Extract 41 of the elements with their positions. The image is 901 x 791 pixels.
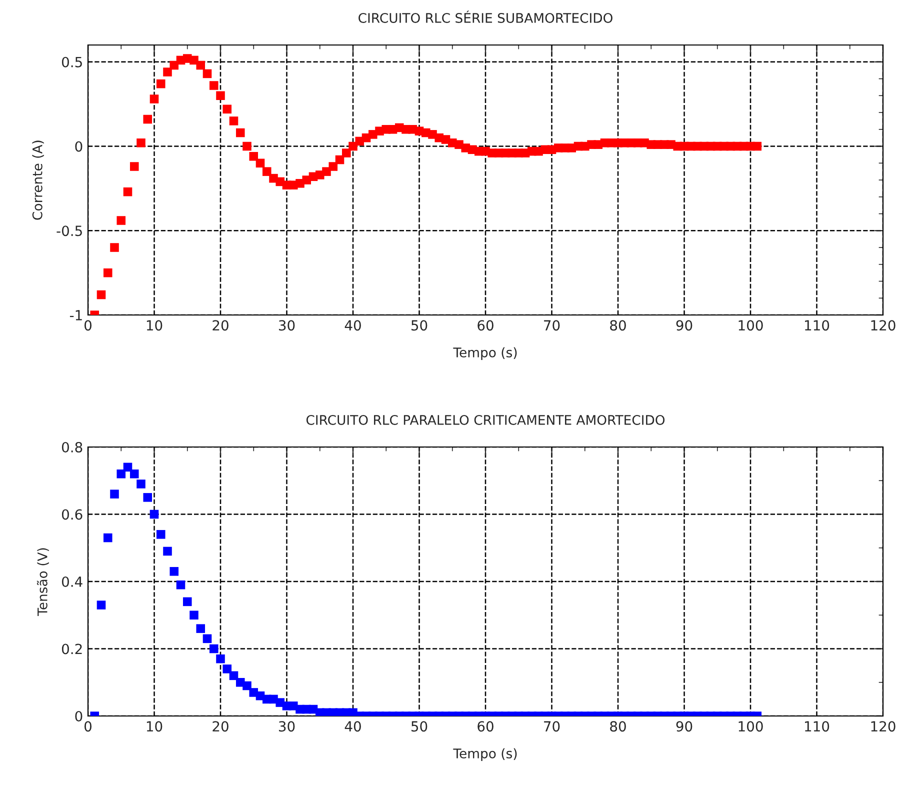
x-tick-label: 40 (344, 320, 361, 331)
x-tick-label: 90 (676, 721, 692, 732)
x-tick-label: 50 (411, 320, 428, 331)
x-tick-label: 120 (871, 320, 896, 331)
x-tick-label: 0 (84, 721, 92, 732)
x-tick-label: 80 (610, 721, 626, 732)
x-tick-label: 60 (478, 320, 494, 331)
x-tick-label: 110 (805, 320, 830, 331)
x-tick-label: 40 (344, 721, 361, 732)
x-tick-label: 100 (738, 721, 763, 732)
x-axis-title: Tempo (s) (453, 748, 517, 761)
x-tick-label: 50 (411, 721, 428, 732)
x-tick-label: 110 (805, 721, 830, 732)
x-tick-label: 10 (146, 320, 162, 331)
y-tick-label: 0.6 (62, 509, 82, 520)
y-tick-label: 0 (75, 710, 82, 722)
chart-title: CIRCUITO RLC SÉRIE SUBAMORTECIDO (358, 10, 612, 23)
x-tick-label: 20 (212, 721, 228, 732)
y-tick-label: 0.4 (62, 576, 82, 587)
y-tick-label: 0.8 (62, 442, 82, 452)
x-tick-label: 80 (610, 320, 626, 331)
x-tick-label: 70 (544, 320, 560, 331)
x-tick-label: 100 (738, 320, 763, 331)
y-axis-title: Corrente (A) (32, 140, 44, 220)
x-tick-label: 60 (478, 721, 494, 732)
x-tick-label: 10 (146, 721, 162, 732)
y-axis-title: Tensão (V) (36, 548, 49, 616)
y-tick-label: 0.5 (62, 56, 82, 68)
x-tick-label: 70 (544, 721, 560, 732)
x-tick-label: 30 (278, 721, 295, 732)
x-tick-label: 0 (84, 320, 92, 331)
chart-title: CIRCUITO RLC PARALELO CRITICAMENTE AMORTECIDO (306, 414, 665, 425)
y-tick-label: 0 (75, 141, 82, 152)
x-axis-title: Tempo (s) (453, 347, 517, 360)
x-tick-label: 90 (676, 320, 692, 331)
x-tick-label: 120 (871, 721, 896, 732)
x-tick-label: 20 (212, 320, 228, 331)
x-tick-label: 30 (278, 320, 295, 331)
y-tick-label: -0.5 (56, 226, 82, 236)
y-tick-label: -1 (70, 310, 82, 320)
y-tick-label: 0.2 (62, 644, 82, 654)
